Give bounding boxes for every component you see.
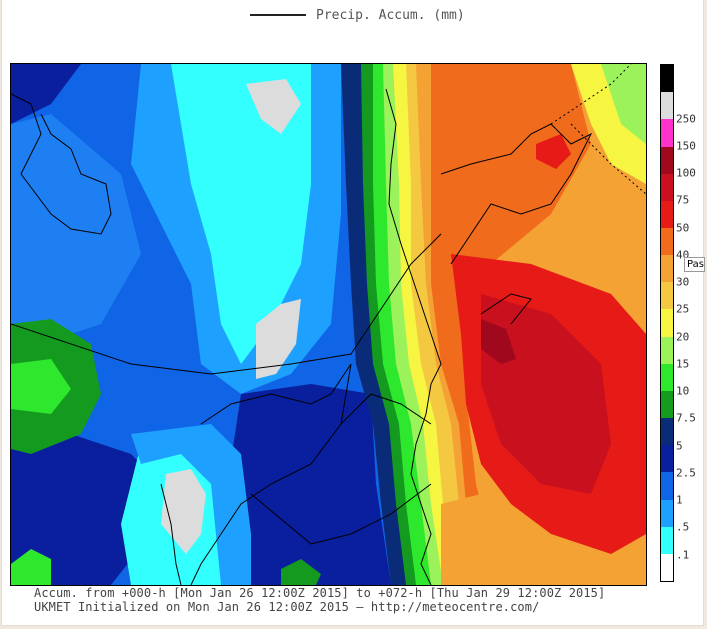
dotted-boundary xyxy=(550,64,632,125)
dotted-boundary-2 xyxy=(570,123,646,195)
colorbar-label: 25 xyxy=(676,302,690,316)
colorbar-swatch xyxy=(661,336,673,364)
colorbar-label: 1 xyxy=(676,493,683,507)
field-brightgreen-west xyxy=(11,359,71,414)
colorbar-swatch xyxy=(661,282,673,310)
band-deep-orange xyxy=(431,64,591,585)
colorbar-swatch xyxy=(661,309,673,337)
field-grey-north xyxy=(246,79,301,134)
field-cyan-main xyxy=(171,64,311,364)
colorbar-label: 100 xyxy=(676,166,696,180)
header-legend: Precip. Accum. (mm) xyxy=(250,6,465,24)
field-green-sw xyxy=(11,549,51,585)
coast-atlantic xyxy=(385,88,442,585)
field-navy-south xyxy=(11,434,161,585)
coast-maritimes xyxy=(440,123,593,265)
colorbar-swatch xyxy=(661,418,673,446)
colorbar-swatch xyxy=(661,119,673,147)
field-mid-blue-west xyxy=(11,114,141,354)
colorbar-label: 15 xyxy=(676,357,690,371)
coast-nova-scotia xyxy=(480,293,532,325)
precipitation-map-svg xyxy=(11,64,646,585)
field-green-south xyxy=(281,559,321,585)
band-darkred xyxy=(481,294,611,494)
colorbar-label: 30 xyxy=(676,275,690,289)
band-maroon xyxy=(481,319,516,364)
legend-line-sample xyxy=(250,14,306,16)
colorbar-swatch xyxy=(661,390,673,419)
colorbar-swatch xyxy=(661,173,673,201)
coast-michigan xyxy=(160,483,182,585)
colorbar-label: 250 xyxy=(676,112,696,126)
colorbar-swatch xyxy=(661,445,673,473)
border-states xyxy=(250,483,432,545)
colorbar-swatch xyxy=(661,92,673,120)
band-red-nb xyxy=(536,134,571,169)
colorbar-label: 7.5 xyxy=(676,411,696,425)
border-states-2 xyxy=(340,393,432,425)
coastlines xyxy=(11,88,593,585)
colorbar-swatch xyxy=(661,200,673,228)
colorbar-label: 2.5 xyxy=(676,466,696,480)
colorbar-label: .1 xyxy=(676,548,690,562)
colorbar-swatch xyxy=(661,227,673,256)
field-navy-nw xyxy=(11,64,81,124)
coast-hudson xyxy=(11,93,112,235)
colorbar-swatch xyxy=(661,499,673,527)
precipitation-map xyxy=(10,63,647,586)
colorbar-label: 75 xyxy=(676,193,690,207)
colorbar-label: 20 xyxy=(676,330,690,344)
colorbar-swatch xyxy=(661,65,673,93)
footer: Accum. from +000-h [Mon Jan 26 12:00Z 20… xyxy=(34,586,605,614)
colorbar-label: 5 xyxy=(676,439,683,453)
colorbar-label: 10 xyxy=(676,384,690,398)
field-lightblue-south xyxy=(131,424,251,585)
colorbar-swatch xyxy=(661,363,673,391)
colorbar-labels: .1.5 1 2.5 5 7.5 10 15 20 25 30 40 50 75 100 150 250 xyxy=(676,64,704,582)
footer-line-2: UKMET Initialized on Mon Jan 26 12:00Z 2… xyxy=(34,600,540,614)
footer-line-1: Accum. from +000-h [Mon Jan 26 12:00Z 20… xyxy=(34,586,606,600)
legend-label: Precip. Accum. (mm) xyxy=(316,7,465,23)
colorbar xyxy=(660,64,674,582)
colorbar-swatch xyxy=(661,472,673,500)
colorbar-swatch xyxy=(661,255,673,283)
colorbar-swatch xyxy=(661,526,673,554)
band-ne-lime xyxy=(601,64,646,144)
colorbar-swatch xyxy=(661,553,673,581)
colorbar-label: .5 xyxy=(676,520,690,534)
tooltip: Pas xyxy=(684,257,705,272)
field-grey-central xyxy=(256,299,301,379)
colorbar-label: 50 xyxy=(676,221,690,235)
colorbar-swatch xyxy=(661,146,673,174)
colorbar-label: 150 xyxy=(676,139,696,153)
border-us-canada xyxy=(11,233,442,375)
band-se-orange xyxy=(441,494,531,585)
